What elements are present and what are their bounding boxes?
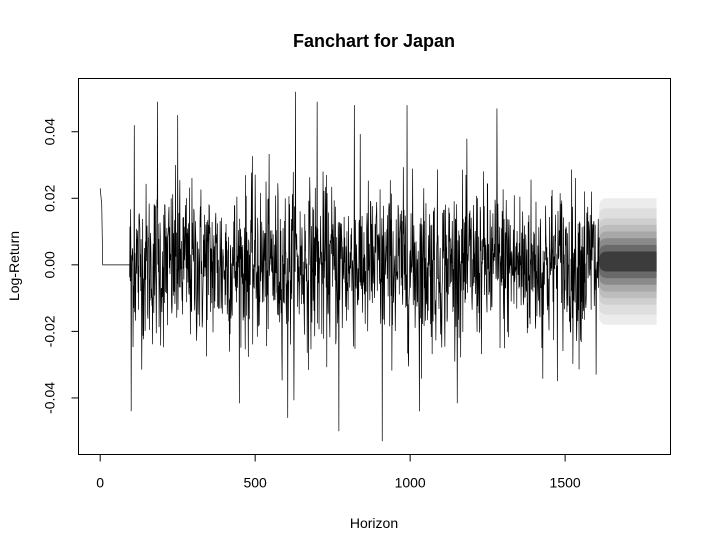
series-layer [99, 91, 600, 442]
fan-layer [599, 198, 657, 325]
y-tick-label: 0.00 [42, 251, 58, 278]
x-tick-label: 1500 [550, 475, 581, 491]
y-tick-label: 0.02 [42, 184, 58, 211]
x-axis-label: Horizon [350, 515, 398, 531]
chart-title: Fanchart for Japan [293, 31, 455, 51]
y-tick-label: 0.04 [42, 118, 58, 145]
x-tick-label: 1000 [395, 475, 426, 491]
x-axis: 0 500 1000 1500 [96, 454, 581, 491]
y-tick-label: -0.02 [42, 315, 58, 347]
series-line [99, 91, 600, 442]
fan-band [599, 251, 657, 272]
x-tick-label: 500 [243, 475, 267, 491]
x-tick-label: 0 [96, 475, 104, 491]
y-axis: -0.04 -0.02 0.00 0.02 0.04 [42, 118, 79, 414]
y-axis-label: Log-Return [6, 231, 22, 301]
y-tick-label: -0.04 [42, 382, 58, 414]
